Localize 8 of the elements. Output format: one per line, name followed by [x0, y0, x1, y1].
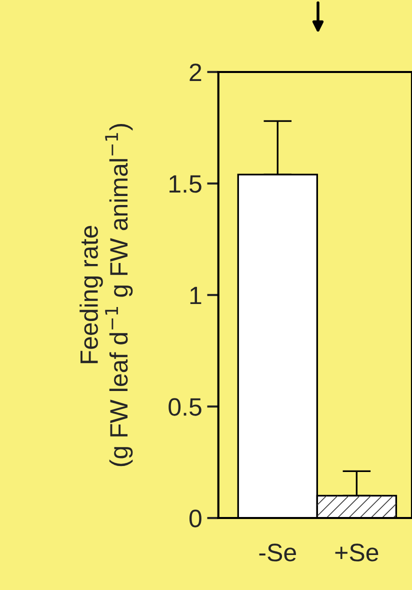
y-tick-label: 1	[190, 286, 202, 304]
y-axis-title: Feeding rate (g FW leaf d$^{−1}$ g FW animal$^{−1}$)	[80, 124, 133, 466]
y-tick-label: 2	[190, 64, 202, 82]
y-tick-label: 1.5	[170, 175, 202, 193]
y-tick-label: 0	[189, 510, 202, 528]
y-tick-label: 0.5	[168, 398, 202, 416]
x-tick-label: -Se	[259, 544, 296, 562]
x-tick-label: +Se	[335, 544, 378, 562]
